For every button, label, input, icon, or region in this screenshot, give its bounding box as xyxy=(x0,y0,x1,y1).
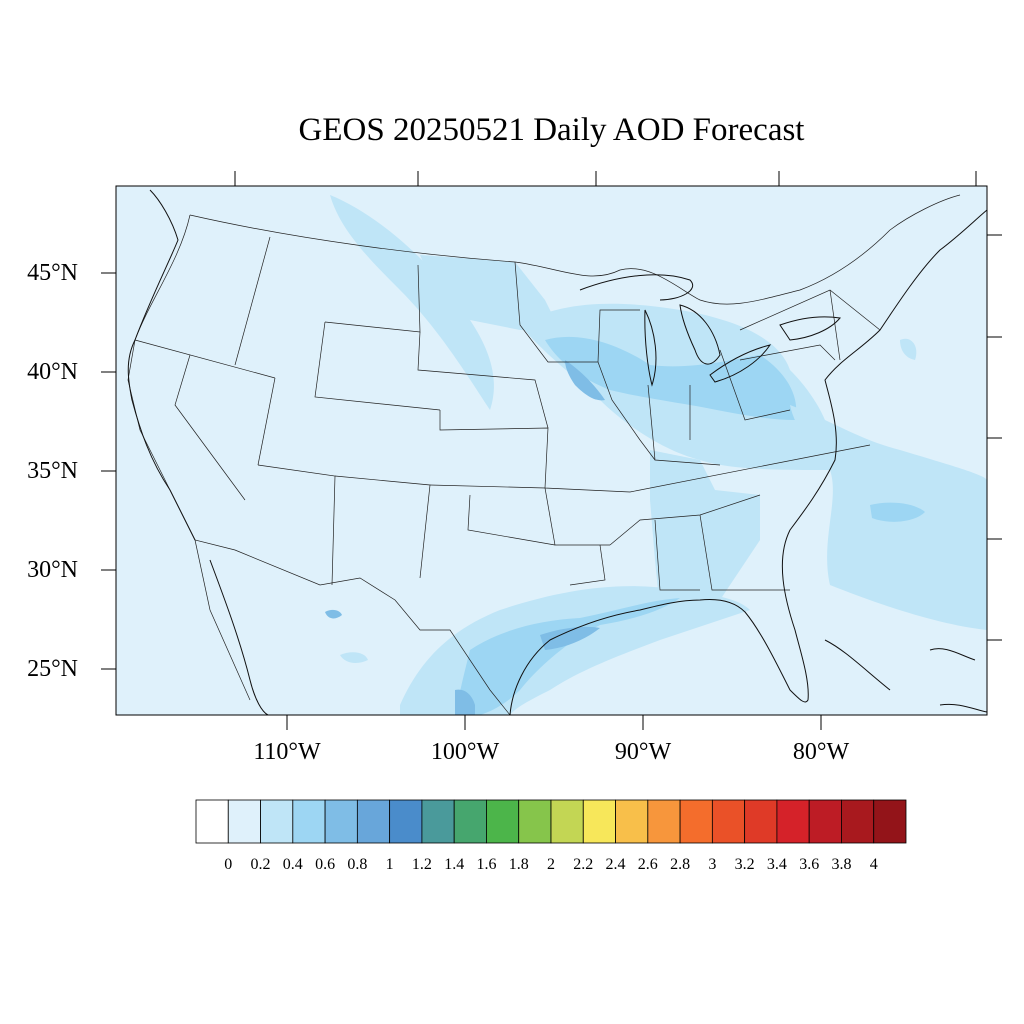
lon-label-110w: 110°W xyxy=(253,739,321,765)
lat-label-25n: 25°N xyxy=(27,656,78,682)
colorbar-tick-label: 4 xyxy=(869,856,878,873)
axis-ticks xyxy=(101,171,1002,730)
colorbar-swatch xyxy=(227,799,261,844)
colorbar-swatch xyxy=(518,799,552,844)
colorbar-tick-label: 3.4 xyxy=(766,856,787,873)
lat-label-40n: 40°N xyxy=(27,359,78,385)
colorbar-tick-label: 0 xyxy=(224,856,233,873)
colorbar-tick-label: 2.6 xyxy=(637,856,658,873)
colorbar-tick-label: 1.2 xyxy=(411,856,432,873)
colorbar-tick-label: 1.6 xyxy=(476,856,497,873)
lat-label-35n: 35°N xyxy=(27,458,78,484)
lat-label-30n: 30°N xyxy=(27,557,78,583)
colorbar-tick-label: 0.2 xyxy=(250,856,271,873)
colorbar-swatch xyxy=(873,799,907,844)
colorbar-tick-label: 2.8 xyxy=(670,856,691,873)
colorbar-swatch xyxy=(582,799,616,844)
coastline xyxy=(127,189,988,716)
colorbar-swatch xyxy=(356,799,391,844)
colorbar-swatch xyxy=(421,799,455,844)
colorbar-swatch xyxy=(808,799,842,844)
lat-label-45n: 45°N xyxy=(27,260,78,286)
lon-label-100w: 100°W xyxy=(430,739,500,765)
aod-field xyxy=(325,195,987,715)
colorbar-tick-label: 3.6 xyxy=(799,856,820,873)
colorbar-tick-label: 1.8 xyxy=(508,856,529,873)
colorbar-tick-label: 0.6 xyxy=(315,856,336,873)
colorbar-swatch xyxy=(453,799,487,844)
colorbar-tick-label: 1.4 xyxy=(444,856,465,873)
colorbar-tick-label: 0.4 xyxy=(282,856,303,873)
map-title: GEOS 20250521 Daily AOD Forecast xyxy=(298,112,805,148)
colorbar-tick-label: 0.8 xyxy=(347,856,368,873)
colorbar-swatch xyxy=(744,799,778,844)
colorbar-swatch xyxy=(550,799,584,844)
colorbar-tick-label: 2.2 xyxy=(573,856,594,873)
colorbar-swatch xyxy=(841,799,875,844)
lon-label-90w: 90°W xyxy=(614,739,672,765)
colorbar-swatch xyxy=(195,799,229,844)
map-frame xyxy=(115,185,988,716)
colorbar-tick-label: 2 xyxy=(547,856,555,873)
colorbar-swatch xyxy=(647,799,681,844)
colorbar-tick-label: 1 xyxy=(385,856,394,873)
colorbar-swatch xyxy=(776,799,810,844)
lon-label-80w: 80°W xyxy=(792,739,850,765)
colorbar-tick-label: 3.8 xyxy=(831,856,852,873)
colorbar-swatch xyxy=(324,799,358,844)
colorbar-swatch xyxy=(389,799,423,844)
colorbar xyxy=(195,799,907,844)
colorbar-tick-label: 3.2 xyxy=(734,856,755,873)
colorbar-tick-label: 2.4 xyxy=(605,856,626,873)
colorbar-swatch xyxy=(679,799,713,844)
colorbar-swatch xyxy=(615,799,649,844)
colorbar-swatch xyxy=(260,799,294,844)
colorbar-tick-label: 3 xyxy=(708,856,717,873)
colorbar-swatch xyxy=(711,799,746,844)
colorbar-swatch xyxy=(292,799,326,844)
colorbar-swatch xyxy=(486,799,520,844)
